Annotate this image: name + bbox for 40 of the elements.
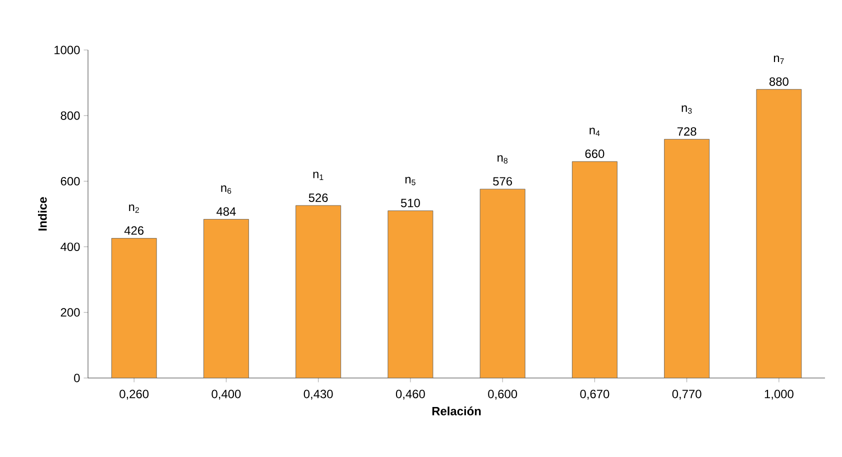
x-tick-label: 0,460: [396, 390, 425, 400]
data-label: 510: [400, 198, 420, 208]
annotation: n$_{6}$: [221, 185, 232, 194]
annotation: n$_{4}$: [590, 128, 600, 136]
data-label: 880: [769, 77, 788, 86]
x-tick-label: 0,770: [672, 390, 702, 400]
annotation: n$_{2}$: [129, 204, 139, 213]
x-tick-label: 0,260: [120, 390, 149, 400]
x-tick-label: 0,400: [212, 390, 241, 400]
data-label: 576: [493, 177, 512, 186]
data-label: 484: [216, 207, 236, 216]
data-label: 728: [677, 127, 696, 136]
data-label: 526: [308, 193, 328, 202]
annotation: n$_{1}$: [313, 172, 324, 180]
bar: [664, 139, 710, 378]
annotation: n$_{3}$: [682, 105, 692, 114]
y-tick-label: 1000: [54, 46, 80, 54]
y-tick-label: 800: [60, 111, 80, 120]
y-axis-title: Indice: [38, 197, 47, 230]
x-tick-label: 0,430: [304, 390, 333, 400]
annotation: n$_{7}$: [774, 56, 784, 64]
y-tick-label: 600: [60, 176, 80, 186]
y-tick-label: 0: [74, 374, 80, 382]
y-tick-label: 400: [60, 242, 80, 252]
bar: [296, 205, 342, 378]
data-label: 660: [585, 150, 604, 158]
bar: [572, 161, 618, 378]
bar: [111, 238, 157, 378]
y-tick-label: 200: [60, 308, 80, 317]
bar: [388, 210, 434, 378]
bar: [203, 219, 249, 378]
x-tick-label: 1,000: [764, 390, 794, 400]
data-label: 426: [124, 226, 144, 235]
x-axis-title: Relación: [432, 406, 481, 416]
annotation: n$_{5}$: [405, 176, 416, 186]
bar: [480, 188, 526, 378]
bar: [756, 89, 802, 378]
annotation: n$_{8}$: [498, 155, 508, 164]
x-tick-label: 0,600: [488, 390, 518, 400]
x-tick-label: 0,670: [580, 390, 610, 400]
